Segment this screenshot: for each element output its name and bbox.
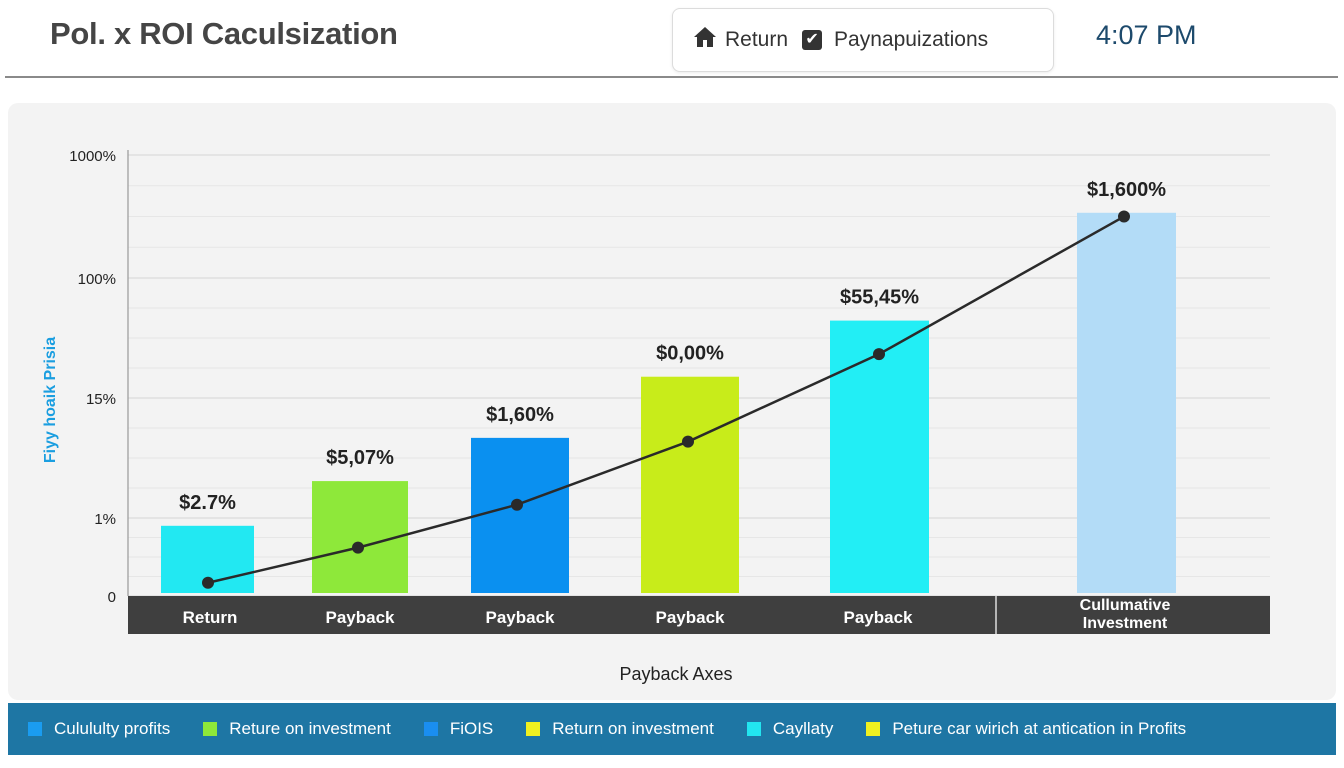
x-tick-label: Payback [326, 608, 396, 627]
legend-item[interactable]: Return on investment [526, 719, 714, 739]
y-tick-label: 1000% [69, 148, 116, 165]
bar-data-label: $55,45% [840, 287, 919, 309]
paynapuizations-checkbox-label[interactable]: Paynapuizations [834, 28, 989, 51]
trend-line [207, 215, 1125, 584]
legend-label: Cayllaty [772, 719, 834, 738]
legend-label: Peture car wirich at antication in Profi… [892, 719, 1187, 738]
trend-point [511, 498, 523, 511]
trend-point [873, 348, 885, 361]
bar [312, 481, 408, 593]
page-title: Pol. x ROI Caculsization [50, 16, 398, 51]
y-tick-label: 100% [78, 271, 116, 288]
view-controls: Return ✔ Paynapuizations [672, 8, 1054, 72]
x-tick-label: Cullumative Investment [1080, 597, 1171, 632]
x-tick-label: Payback [656, 608, 726, 627]
bar-data-label: $2.7% [179, 492, 236, 514]
y-tick-label: 1% [94, 511, 116, 528]
trend-point [352, 541, 364, 554]
legend-swatch [203, 722, 218, 736]
x-tick-label: Return [183, 608, 238, 627]
bar-data-label: $0,00% [656, 343, 724, 365]
y-tick-label: 15% [86, 391, 116, 408]
clock-time: 4:07 PM [1096, 20, 1197, 50]
x-axis-band [128, 596, 1270, 634]
legend-item[interactable]: FiOIS [423, 719, 494, 739]
header-divider [5, 76, 1338, 78]
bar-data-label: $1,60% [486, 404, 554, 426]
chart-legend: Culululty profits Reture on investment FiO… [8, 703, 1336, 755]
bar [1077, 212, 1176, 593]
bar [641, 376, 739, 593]
checkbox-checked-icon[interactable]: ✔ [802, 30, 823, 50]
trend-point [202, 576, 214, 589]
legend-swatch [28, 722, 42, 736]
x-axis-label: Payback Axes [619, 664, 732, 684]
trend-point [1118, 210, 1130, 223]
bar [830, 320, 929, 593]
bar-data-label: $5,07% [326, 447, 394, 469]
y-tick-label: 0 [108, 589, 116, 606]
trend-point [682, 435, 694, 448]
x-tick-label: Payback [844, 608, 914, 627]
legend-label: Culululty profits [54, 719, 171, 738]
legend-label: Reture on investment [229, 719, 391, 738]
legend-item[interactable]: Peture car wirich at antication in Profi… [866, 719, 1186, 739]
return-toggle[interactable]: Return [725, 28, 789, 51]
legend-item[interactable]: Culululty profits [28, 719, 170, 739]
y-axis-label: Fiyy hoaik Prisia [42, 337, 59, 463]
bar [471, 437, 569, 593]
legend-swatch [746, 722, 761, 736]
legend-swatch [866, 722, 881, 736]
legend-swatch [423, 722, 438, 736]
x-tick-label: Payback [486, 608, 556, 627]
roi-chart: 0 1% 15% 100% 1000% Fiyy hoaik Prisia $2.7% $5,… [42, 148, 1270, 684]
legend-item[interactable]: Cayllaty [746, 719, 834, 739]
legend-label: FiOIS [449, 719, 494, 738]
house-icon[interactable] [693, 26, 717, 54]
legend-swatch [526, 722, 541, 736]
legend-item[interactable]: Reture on investment [203, 719, 391, 739]
bar-data-label: $1,600% [1087, 179, 1166, 201]
legend-label: Return on investment [552, 719, 714, 738]
